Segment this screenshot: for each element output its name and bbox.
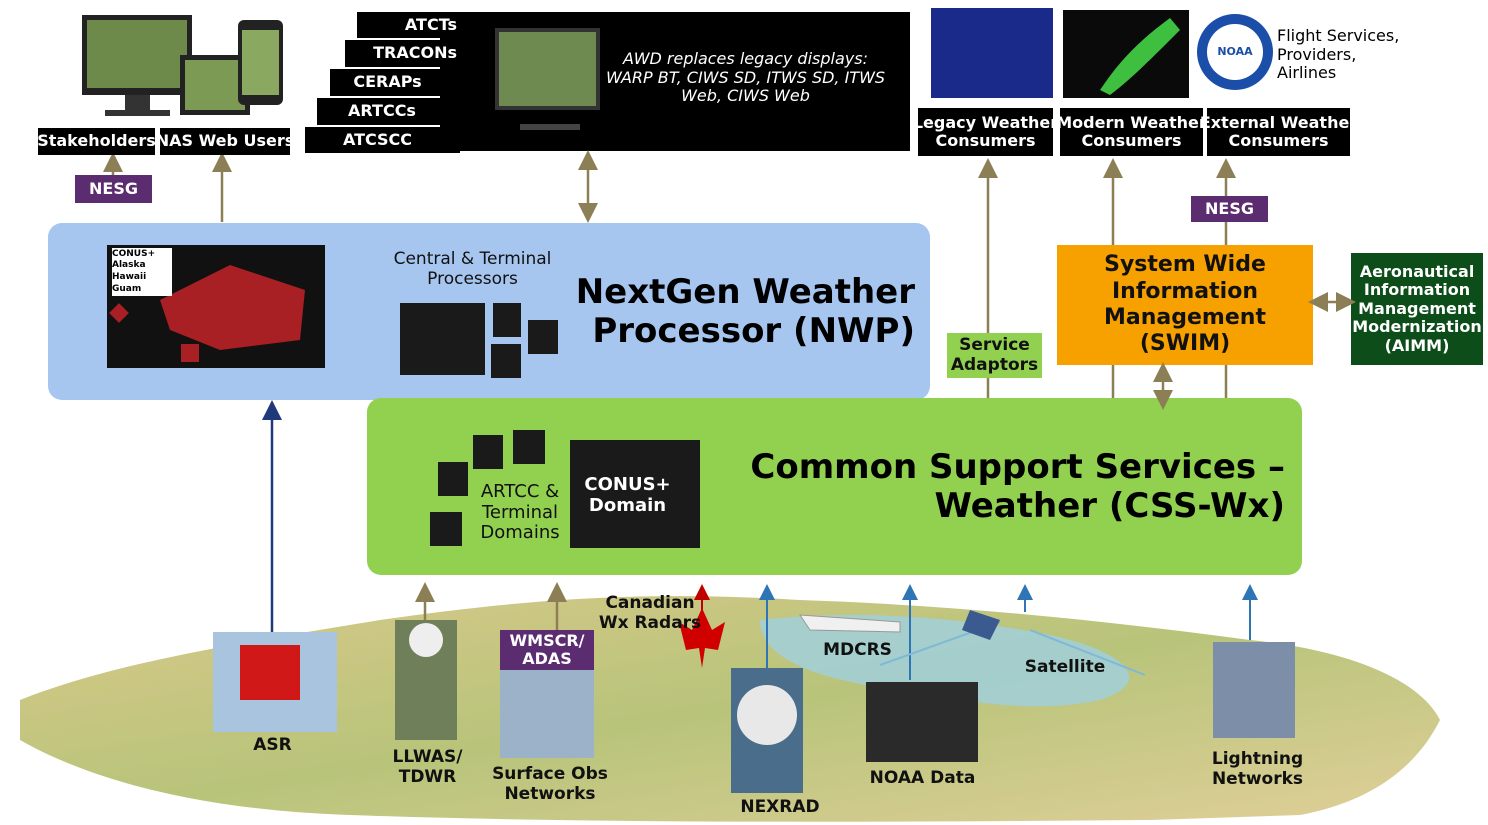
text-line: Service bbox=[959, 336, 1030, 356]
nesg-right: NESG bbox=[1191, 196, 1268, 222]
awd-note: AWD replaces legacy displays:WARP BT, CI… bbox=[608, 45, 883, 111]
text-line: Management bbox=[1104, 305, 1266, 331]
satellite-label: Satellite bbox=[1020, 657, 1110, 679]
atc-label: CERAPs bbox=[330, 69, 445, 96]
text-line: External Weather bbox=[1200, 114, 1357, 132]
asr-label: ASR bbox=[240, 735, 305, 757]
text-line: Hawaii bbox=[112, 272, 146, 284]
web-devices-image bbox=[82, 15, 283, 116]
asr-antenna bbox=[240, 645, 300, 700]
text-line: Flight Services, bbox=[1277, 27, 1399, 45]
text-line: Providers, bbox=[1277, 46, 1356, 64]
nexrad-dome bbox=[737, 685, 797, 745]
noaa-logo-text: NOAA bbox=[1215, 42, 1255, 62]
atc-label: ATCTs bbox=[357, 12, 457, 38]
text-line: (AIMM) bbox=[1385, 337, 1450, 355]
text-line: Information bbox=[1112, 279, 1258, 305]
text-line: Adaptors bbox=[951, 356, 1038, 376]
diagram: Stakeholders NAS Web Users NESG ATCTs TR… bbox=[0, 0, 1488, 825]
text-line: Web, CIWS Web bbox=[681, 87, 810, 105]
noaa-data-label: NOAA Data bbox=[865, 768, 980, 790]
stakeholders-label: Stakeholders bbox=[38, 128, 155, 155]
css-conus: CONUS+Domain bbox=[570, 470, 685, 522]
text-line: Guam bbox=[112, 284, 141, 296]
atc-label: TRACONs bbox=[345, 40, 457, 67]
text-line: Processors bbox=[427, 270, 518, 290]
noaa-data-image bbox=[866, 682, 978, 762]
text-line: Central & Terminal bbox=[394, 250, 552, 270]
external-note: Flight Services,Providers,Airlines bbox=[1277, 20, 1407, 90]
text-line: AWD replaces legacy displays: bbox=[623, 50, 868, 68]
text-line: Modern Weather bbox=[1056, 114, 1207, 132]
text-line: CONUS+ bbox=[112, 249, 155, 261]
text-line: Consumers bbox=[1082, 132, 1182, 150]
text-line: NextGen Weather bbox=[576, 273, 915, 312]
text-line: TDWR bbox=[399, 768, 457, 788]
css-title: Common Support Services –Weather (CSS-Wx… bbox=[720, 443, 1285, 531]
nwp-map-hawaii bbox=[181, 344, 199, 362]
llwas-dome bbox=[409, 623, 443, 657]
text-line: Processor (NWP) bbox=[592, 312, 915, 351]
text-line: Weather (CSS-Wx) bbox=[934, 487, 1285, 526]
text-line: Domain bbox=[589, 496, 666, 517]
text-line: LLWAS/ bbox=[393, 748, 463, 768]
mdcrs-label: MDCRS bbox=[815, 640, 900, 662]
text-line: System Wide bbox=[1104, 252, 1266, 278]
text-line: Alaska bbox=[112, 260, 146, 272]
text-line: Information bbox=[1364, 281, 1470, 299]
text-line: Consumers bbox=[936, 132, 1036, 150]
text-line: ARTCC & bbox=[481, 482, 559, 503]
text-line: Networks bbox=[504, 785, 595, 805]
text-line: Surface Obs bbox=[492, 765, 608, 785]
text-line: Lightning bbox=[1212, 750, 1303, 770]
text-line: Aeronautical bbox=[1360, 263, 1475, 281]
text-line: CONUS+ bbox=[584, 475, 670, 496]
text-line: Domains bbox=[480, 523, 559, 544]
legacy-display-image bbox=[931, 8, 1053, 98]
text-line: Management bbox=[1358, 300, 1476, 318]
lightning-image bbox=[1213, 642, 1295, 738]
text-line: Wx Radars bbox=[599, 614, 701, 634]
text-line: Networks bbox=[1212, 770, 1303, 790]
text-line: WARP BT, CIWS SD, ITWS SD, ITWS bbox=[606, 69, 885, 87]
atc-label: ATCSCC bbox=[305, 127, 450, 153]
text-line: Consumers bbox=[1229, 132, 1329, 150]
nesg-left: NESG bbox=[75, 175, 152, 203]
text-line: Terminal bbox=[482, 503, 558, 524]
text-line: Modernization bbox=[1352, 318, 1482, 336]
atc-label: ARTCCs bbox=[317, 98, 447, 125]
text-line: Airlines bbox=[1277, 64, 1336, 82]
text-line: Common Support Services – bbox=[750, 448, 1285, 487]
wmscr-label: WMSCR/ADAS bbox=[500, 630, 594, 670]
text-line: ADAS bbox=[522, 650, 572, 668]
text-line: Legacy Weather bbox=[913, 114, 1058, 132]
nexrad-label: NEXRAD bbox=[730, 797, 830, 819]
text-line: WMSCR/ bbox=[510, 632, 585, 650]
llwas-label: LLWAS/TDWR bbox=[380, 745, 475, 791]
surface-obs-label: Surface ObsNetworks bbox=[490, 762, 610, 808]
text-line: (SWIM) bbox=[1140, 331, 1230, 357]
nas-web-users-label: NAS Web Users bbox=[160, 128, 290, 155]
text-line: Canadian bbox=[605, 594, 694, 614]
